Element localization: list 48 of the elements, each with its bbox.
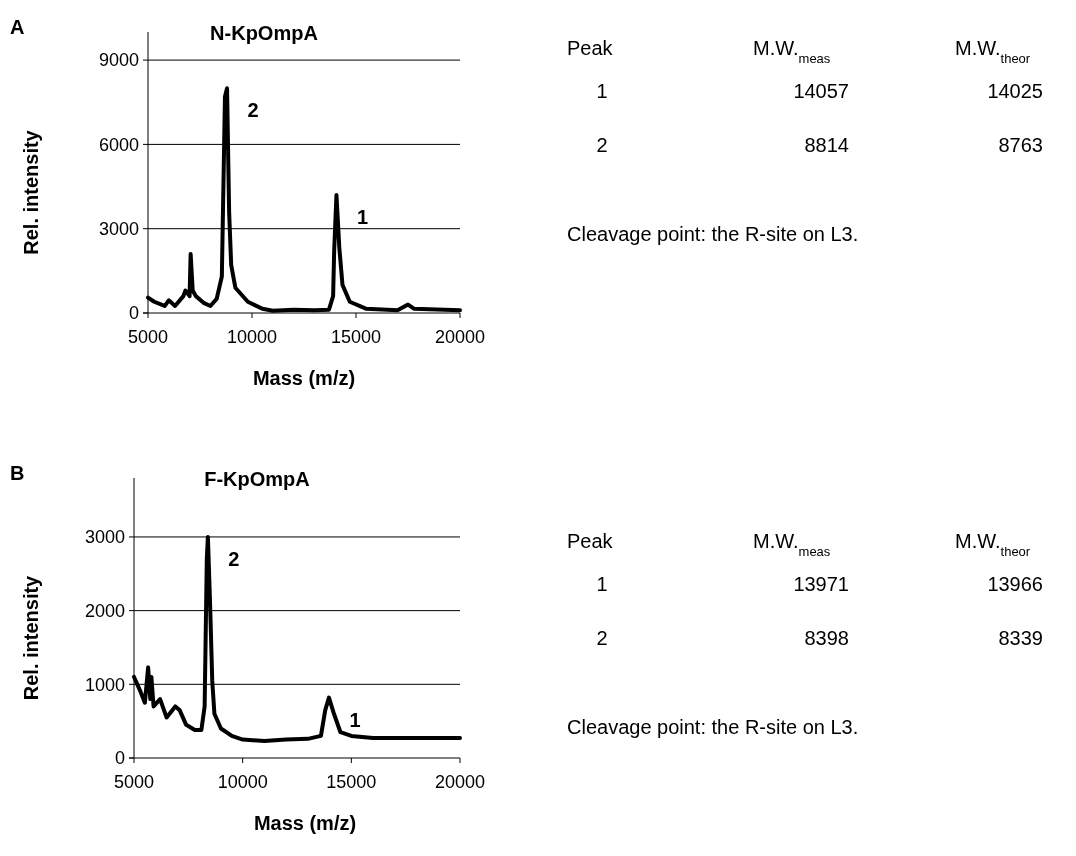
text: M.W.$_{theor}$ — [955, 37, 1031, 66]
chart-title: N-KpOmpA — [210, 22, 318, 44]
y-tick-label: 6000 — [98, 134, 139, 155]
text: 13966 — [987, 573, 1043, 595]
text: Peak — [567, 530, 614, 552]
annotation: 2 — [247, 99, 259, 122]
text: B — [10, 462, 25, 484]
text: 14057 — [793, 80, 849, 102]
y-tick-label: 2000 — [84, 600, 125, 621]
x-tick-label: 15000 — [330, 327, 382, 347]
y-axis-title: Rel. intensity — [20, 129, 42, 255]
y-axis-title: Rel. intensity — [20, 574, 42, 701]
text: A — [10, 16, 25, 38]
y-tick-label: 0 — [114, 748, 125, 769]
x-tick-label: 5000 — [113, 772, 155, 792]
text: 8398 — [804, 627, 849, 649]
y-tick-label: 1000 — [84, 674, 125, 695]
x-tick-label: 5000 — [127, 327, 169, 347]
x-tick-label: 20000 — [434, 327, 486, 347]
annotation: 1 — [356, 205, 369, 228]
x-axis-title: Mass (m/z) — [253, 812, 357, 834]
annotation: 1 — [349, 708, 361, 731]
chart-title: F-KpOmpA — [204, 468, 310, 490]
text: M.W.$_{theor}$ — [955, 530, 1031, 559]
annotation: 2 — [228, 547, 240, 570]
y-tick-label: 0 — [128, 303, 139, 324]
y-tick-label: 9000 — [98, 50, 139, 71]
x-axis-title: Mass (m/z) — [252, 367, 356, 389]
text: 8814 — [804, 134, 849, 156]
text: 8339 — [998, 627, 1043, 649]
x-tick-label: 20000 — [434, 772, 486, 792]
x-tick-label: 10000 — [217, 772, 268, 792]
x-tick-label: 10000 — [226, 327, 278, 347]
text: Peak — [567, 37, 614, 59]
y-tick-label: 3000 — [98, 219, 139, 239]
text: Cleavage point: the R-site on L3. — [567, 716, 859, 738]
text: Cleavage point: the R-site on L3. — [567, 223, 859, 245]
text: 1 — [596, 80, 608, 102]
text: 8763 — [998, 134, 1043, 156]
text: M.W.$_{meas}$ — [753, 530, 831, 559]
text: 14025 — [987, 80, 1043, 102]
text: 1 — [596, 573, 608, 595]
text: M.W.$_{meas}$ — [753, 37, 831, 66]
x-tick-label: 15000 — [326, 772, 377, 792]
y-tick-label: 3000 — [84, 527, 125, 548]
text: 2 — [596, 134, 608, 156]
text: 13971 — [793, 573, 849, 595]
text: 2 — [596, 627, 608, 649]
